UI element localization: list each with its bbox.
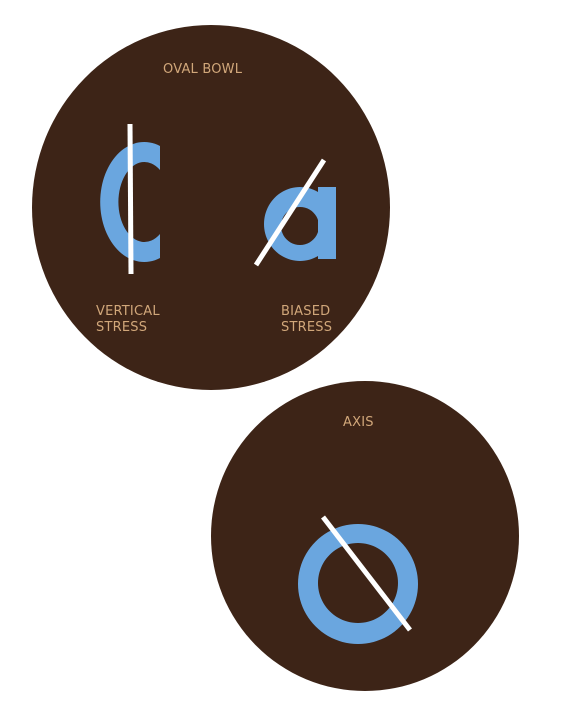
label-vertical-stress-line-2: STRESS <box>96 320 148 335</box>
label-biased-stress-line-2: STRESS <box>281 320 333 335</box>
label-biased-stress: BIASED STRESS <box>281 304 332 336</box>
letter-o-axis <box>298 515 419 644</box>
label-oval-bowl-text: OVAL BOWL <box>163 62 243 77</box>
letter-c-vertical-stress <box>100 123 160 275</box>
axis-line <box>321 515 412 632</box>
letter-a-biased-stress <box>253 158 337 267</box>
vertical-stress-line <box>127 123 134 275</box>
label-oval-bowl: OVAL BOWL <box>163 62 242 78</box>
label-biased-stress-line-1: BIASED <box>281 304 331 319</box>
biased-stress-line <box>253 158 327 267</box>
label-vertical-stress: VERTICAL STRESS <box>96 304 160 336</box>
letter-c-shape <box>100 142 160 262</box>
label-axis: AXIS <box>343 415 374 431</box>
label-axis-text: AXIS <box>343 415 374 430</box>
label-vertical-stress-line-1: VERTICAL <box>96 304 160 319</box>
letter-o-ring <box>298 524 419 644</box>
letter-a-stem <box>318 187 336 259</box>
